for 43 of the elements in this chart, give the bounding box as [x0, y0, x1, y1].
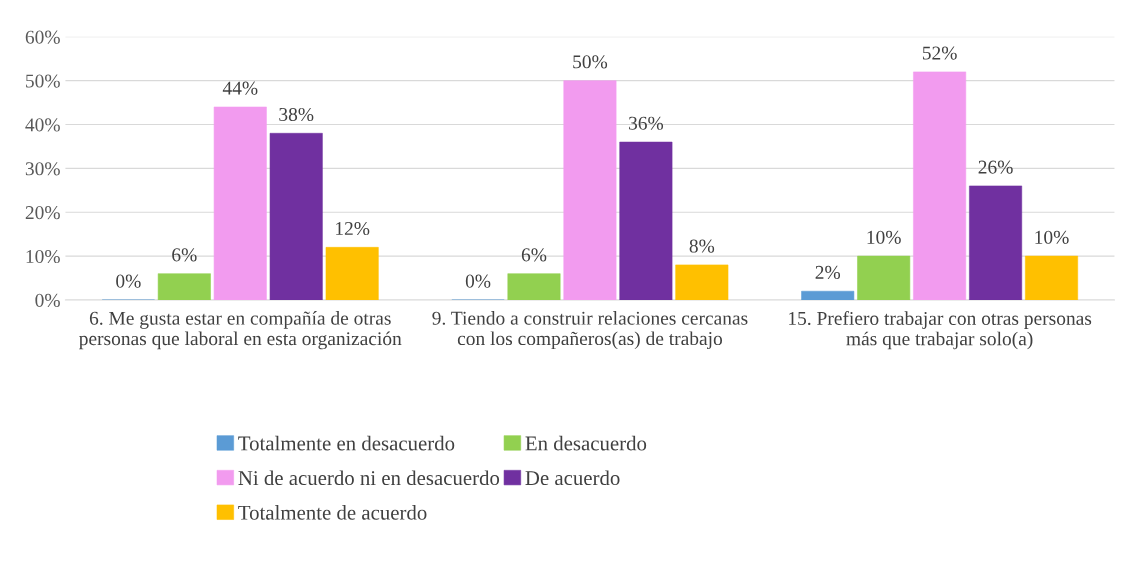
y-tick-label: 20%: [25, 206, 60, 220]
data-label: 6%: [521, 248, 547, 262]
bar: [801, 290, 855, 300]
bar: [619, 141, 673, 300]
data-label: 6%: [172, 248, 197, 262]
bar: [157, 273, 211, 300]
legend-label: Totalmente de acuerdo: [238, 505, 427, 520]
x-tick-label: 9. Tiendo a construir relaciones cercanas con los compañeros(as) de trabajo: [432, 311, 748, 350]
legend-label: En desacuerdo: [525, 435, 647, 451]
bar: [1025, 255, 1078, 300]
data-label: 8%: [689, 239, 715, 253]
x-tick-label: 15. Prefiero trabajar con otras personas más que trabajar solo(a): [789, 311, 1092, 350]
data-label: 0%: [465, 274, 491, 288]
data-label: 12%: [336, 221, 370, 236]
legend-label: De acuerdo: [525, 470, 620, 486]
bar: [325, 247, 379, 300]
data-label: 44%: [222, 81, 258, 95]
data-label: 36%: [629, 116, 664, 130]
y-tick-label: 50%: [26, 74, 60, 88]
y-tick-label: 10%: [26, 249, 60, 264]
data-label: 38%: [279, 107, 314, 122]
data-label: 2%: [815, 265, 841, 279]
data-label: 52%: [922, 46, 957, 60]
bar: [675, 264, 729, 300]
data-label: 26%: [978, 160, 1013, 174]
bar: [563, 80, 617, 300]
data-label: 10%: [867, 230, 901, 244]
legend-label: Totalmente en desacuerdo: [238, 435, 455, 451]
bar: [507, 273, 561, 300]
x-tick-label: 6. Me gusta estar en compañía de otras personas que laboral en esta organización: [79, 311, 402, 350]
bar: [213, 106, 267, 300]
data-label: 0%: [116, 274, 141, 288]
bar: [969, 185, 1023, 300]
bar: [269, 133, 323, 300]
data-label: 10%: [1035, 230, 1069, 244]
y-tick-label: 60%: [25, 30, 60, 44]
bar: [913, 71, 967, 300]
y-tick-label: 40%: [25, 118, 60, 132]
data-label: 50%: [573, 55, 608, 69]
bar: [857, 255, 911, 300]
legend-label: Ni de acuerdo ni en desacuerdo: [238, 470, 500, 486]
y-tick-label: 0%: [35, 293, 60, 307]
y-tick-label: 30%: [25, 162, 60, 176]
